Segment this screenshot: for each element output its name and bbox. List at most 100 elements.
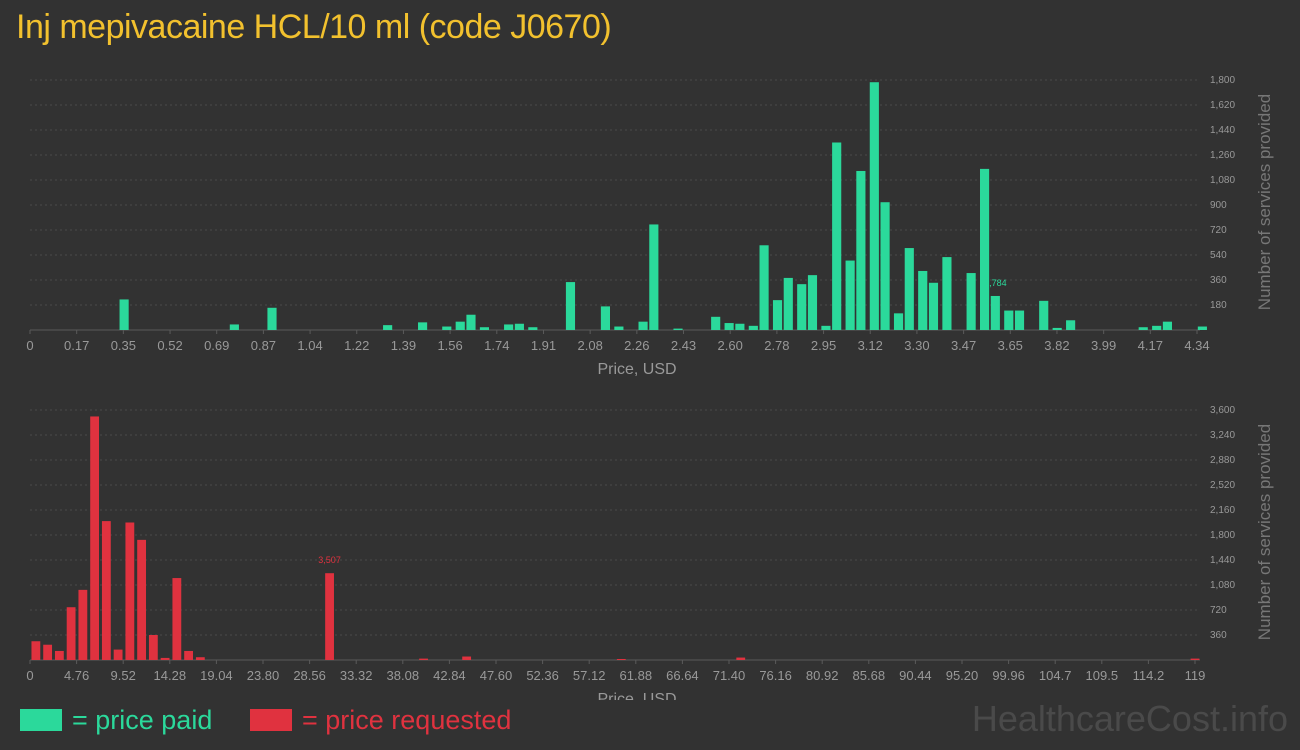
y-axis-title: Number of services provided bbox=[1255, 94, 1274, 310]
bar bbox=[749, 326, 758, 330]
bar bbox=[31, 641, 40, 660]
x-tick-label: 85.68 bbox=[853, 668, 886, 683]
x-tick-label: 61.88 bbox=[620, 668, 653, 683]
x-tick-label: 23.80 bbox=[247, 668, 280, 683]
legend-paid-label: = price paid bbox=[72, 705, 212, 736]
x-tick-label: 0 bbox=[26, 338, 33, 353]
bar bbox=[784, 278, 793, 330]
bar bbox=[114, 650, 123, 660]
y-tick-label: 900 bbox=[1210, 200, 1227, 211]
legend-requested-label: = price requested bbox=[302, 705, 511, 736]
bar bbox=[760, 245, 769, 330]
x-tick-label: 3.99 bbox=[1091, 338, 1116, 353]
peak-value-label: 1,784 bbox=[984, 278, 1007, 288]
y-tick-label: 540 bbox=[1210, 250, 1227, 261]
bar bbox=[442, 327, 451, 330]
bar bbox=[462, 657, 471, 660]
bar bbox=[980, 169, 989, 330]
x-tick-label: 2.26 bbox=[624, 338, 649, 353]
x-tick-label: 0 bbox=[26, 668, 33, 683]
x-tick-label: 95.20 bbox=[946, 668, 979, 683]
bar bbox=[137, 540, 146, 660]
bar bbox=[832, 143, 841, 331]
x-tick-label: 2.95 bbox=[811, 338, 836, 353]
x-tick-label: 3.12 bbox=[858, 338, 883, 353]
bar bbox=[196, 657, 205, 660]
bar bbox=[418, 322, 427, 330]
x-tick-label: 47.60 bbox=[480, 668, 513, 683]
bar bbox=[942, 257, 951, 330]
legend-requested: = price requested bbox=[250, 704, 511, 736]
bar bbox=[230, 324, 239, 330]
y-tick-label: 360 bbox=[1210, 275, 1227, 286]
y-tick-label: 2,880 bbox=[1210, 455, 1235, 466]
x-tick-label: 14.28 bbox=[154, 668, 187, 683]
x-tick-label: 1.22 bbox=[344, 338, 369, 353]
bar bbox=[102, 521, 111, 660]
x-tick-label: 4.76 bbox=[64, 668, 89, 683]
x-tick-label: 80.92 bbox=[806, 668, 839, 683]
bar bbox=[639, 322, 648, 330]
y-tick-label: 720 bbox=[1210, 605, 1227, 616]
bar bbox=[120, 299, 129, 330]
price-paid-histogram: 180 360 540 720 900 1,080 1,260 1,440 1,620 1,800… bbox=[26, 75, 1274, 378]
x-tick-label: 57.12 bbox=[573, 668, 606, 683]
bar bbox=[1152, 326, 1161, 330]
bar bbox=[1053, 328, 1062, 330]
bar bbox=[808, 275, 817, 330]
x-tick-label: 42.84 bbox=[433, 668, 466, 683]
x-axis-title: Price, USD bbox=[597, 691, 676, 700]
x-tick-label: 119 bbox=[1185, 668, 1206, 683]
bar bbox=[870, 82, 879, 330]
x-tick-label: 0.87 bbox=[251, 338, 276, 353]
price-requested-histogram: 360 720 1,080 1,440 1,800 2,160 2,520 2,880 3,24… bbox=[26, 405, 1274, 700]
x-tick-label: 66.64 bbox=[666, 668, 699, 683]
y-tick-label: 2,520 bbox=[1210, 480, 1235, 491]
bar bbox=[735, 324, 744, 330]
y-tick-label: 2,160 bbox=[1210, 505, 1235, 516]
y-tick-label: 1,800 bbox=[1210, 75, 1235, 86]
bar bbox=[711, 317, 720, 330]
bar bbox=[617, 659, 626, 660]
y-tick-label: 1,620 bbox=[1210, 100, 1235, 111]
bar bbox=[67, 607, 76, 660]
x-tick-label: 3.47 bbox=[951, 338, 976, 353]
bar bbox=[1191, 659, 1200, 660]
x-tick-label: 38.08 bbox=[387, 668, 420, 683]
y-tick-label: 720 bbox=[1210, 225, 1227, 236]
bar bbox=[456, 322, 465, 330]
y-tick-label: 180 bbox=[1210, 300, 1227, 311]
bar bbox=[673, 329, 682, 330]
bar bbox=[1163, 322, 1172, 330]
y-tick-label: 1,080 bbox=[1210, 580, 1235, 591]
peak-value-label: 3,507 bbox=[318, 555, 341, 565]
bar bbox=[929, 283, 938, 330]
x-tick-label: 1.04 bbox=[297, 338, 322, 353]
y-tick-label: 1,800 bbox=[1210, 530, 1235, 541]
bar bbox=[383, 325, 392, 330]
bar bbox=[905, 248, 914, 330]
x-tick-label: 2.43 bbox=[671, 338, 696, 353]
bar bbox=[614, 327, 623, 330]
x-tick-label: 9.52 bbox=[111, 668, 136, 683]
y-tick-label: 360 bbox=[1210, 630, 1227, 641]
x-tick-label: 71.40 bbox=[713, 668, 746, 683]
x-tick-label: 3.82 bbox=[1044, 338, 1069, 353]
y-tick-label: 1,080 bbox=[1210, 175, 1235, 186]
bar bbox=[856, 171, 865, 330]
x-tick-label: 52.36 bbox=[526, 668, 559, 683]
bar bbox=[1139, 327, 1148, 330]
bar bbox=[1039, 301, 1048, 330]
bar bbox=[184, 651, 193, 660]
bar bbox=[1198, 327, 1207, 330]
bar bbox=[991, 296, 1000, 330]
bar bbox=[515, 324, 524, 330]
bar bbox=[736, 658, 745, 660]
bar bbox=[43, 645, 52, 660]
bar bbox=[125, 523, 134, 661]
y-tick-label: 3,600 bbox=[1210, 405, 1235, 416]
bar bbox=[149, 635, 158, 660]
legend-paid-swatch bbox=[20, 709, 62, 731]
bar bbox=[566, 282, 575, 330]
x-tick-label: 1.91 bbox=[531, 338, 556, 353]
